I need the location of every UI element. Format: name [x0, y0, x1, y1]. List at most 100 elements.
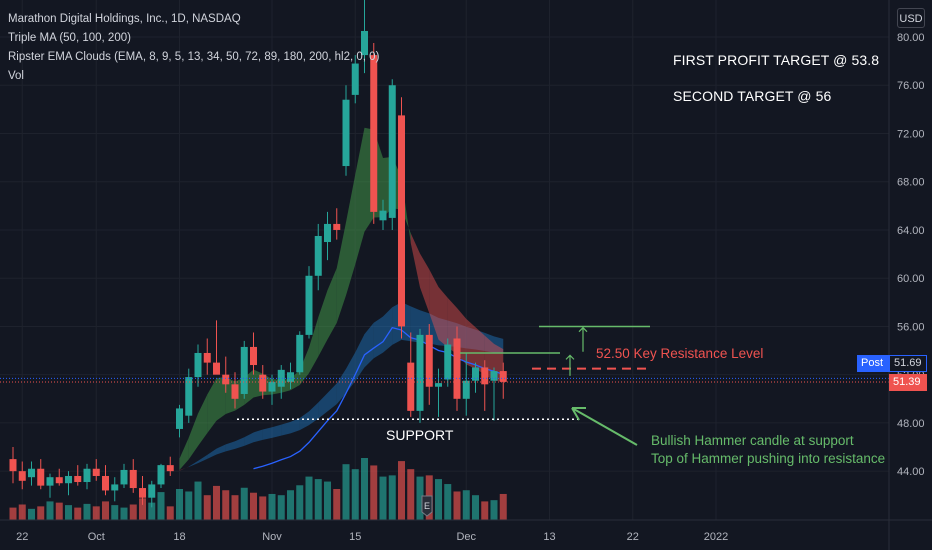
candle-body	[222, 374, 230, 385]
ema-cloud-fast	[327, 268, 337, 340]
candle-body	[213, 362, 220, 375]
ema-cloud-fast	[318, 290, 328, 357]
candle-body	[379, 210, 387, 221]
candle-body	[472, 367, 479, 381]
candle-body	[231, 384, 239, 399]
volume-bar	[342, 464, 350, 520]
resistance-arrow-icon	[565, 354, 575, 376]
candle-body	[462, 380, 470, 399]
ema-cloud-slow	[494, 336, 504, 354]
ema-cloud-fast	[179, 437, 189, 470]
volume-bar	[37, 506, 45, 520]
candle-body	[305, 275, 313, 335]
volume-bar	[222, 490, 230, 520]
candle-body	[65, 475, 72, 484]
ema-cloud-fast	[438, 287, 448, 348]
candle-body	[157, 465, 165, 485]
candle-body	[416, 334, 424, 411]
ema-cloud-slow	[438, 317, 448, 347]
x-tick-label: 15	[349, 531, 361, 543]
hammer-annotation: Bullish Hammer candle at support Top of …	[651, 432, 885, 468]
ema-cloud-slow	[309, 402, 319, 426]
ema-cloud-slow	[225, 441, 235, 452]
volume-bar	[9, 507, 17, 520]
ema-cloud-slow	[253, 429, 263, 443]
candle-body	[342, 99, 350, 167]
y-tick-label: 68.00	[897, 177, 925, 189]
volume-bar	[157, 492, 165, 520]
volume-bar	[203, 495, 211, 520]
volume-bar	[361, 458, 368, 520]
y-tick-label: 72.00	[897, 128, 925, 140]
price-axis-panel	[889, 0, 932, 550]
target-arrow-icon	[578, 326, 588, 352]
volume-bar	[277, 495, 285, 520]
ema-cloud-fast	[401, 177, 411, 244]
candle-body	[139, 488, 146, 498]
volume-bar	[92, 506, 100, 520]
volume-bar	[490, 500, 498, 520]
ema-cloud-slow	[299, 411, 309, 431]
volume-bar	[296, 485, 304, 520]
volume-bar	[74, 507, 82, 520]
candle-body	[277, 369, 285, 387]
ema-cloud-slow	[383, 307, 393, 353]
candle-body	[55, 477, 63, 484]
volume-bar	[416, 476, 424, 520]
hammer-annotation-line1: Bullish Hammer candle at support	[651, 433, 854, 448]
ema-cloud-slow	[198, 454, 208, 464]
candle-body	[314, 235, 322, 276]
ema-cloud-slow	[188, 460, 198, 468]
y-tick-label: 76.00	[897, 80, 925, 92]
x-tick-label: 22	[627, 531, 639, 543]
volume-bar	[453, 491, 461, 520]
candle-body	[74, 475, 82, 483]
candle-body	[250, 346, 257, 366]
volume-bar	[83, 503, 91, 520]
volume-bar	[18, 504, 26, 520]
ema-cloud-slow	[364, 322, 374, 368]
candle-body	[166, 465, 174, 472]
volume-bar	[111, 505, 119, 520]
last-price-tag: 51.39	[889, 374, 927, 391]
candle-body	[407, 362, 415, 411]
ema-cloud-slow	[262, 427, 272, 440]
volume-bar	[351, 469, 359, 520]
volume-bar	[398, 461, 405, 520]
ema-cloud-slow	[373, 316, 383, 359]
y-tick-label: 60.00	[897, 273, 925, 285]
ema-cloud-slow	[346, 352, 356, 394]
volume-bar	[499, 493, 507, 520]
volume-bar	[324, 481, 331, 520]
ema-cloud-fast	[346, 174, 356, 296]
candle-body	[83, 468, 91, 483]
candle-body	[18, 471, 26, 481]
indicator-volume[interactable]: Vol	[8, 70, 24, 82]
ema-cloud-fast	[188, 413, 198, 460]
ema-cloud-fast	[466, 318, 476, 369]
volume-bar	[185, 491, 193, 520]
volume-bar	[139, 498, 146, 520]
volume-bar	[55, 502, 63, 520]
indicator-ema-clouds[interactable]: Ripster EMA Clouds (EMA, 8, 9, 5, 13, 34…	[8, 51, 380, 63]
volume-bar	[28, 508, 35, 520]
ema-cloud-slow	[244, 432, 254, 446]
candle-body	[28, 468, 35, 478]
volume-bar	[370, 465, 378, 520]
y-tick-label: 80.00	[897, 32, 925, 44]
candle-body	[102, 475, 109, 491]
indicator-triple-ma[interactable]: Triple MA (50, 100, 200)	[8, 32, 131, 44]
ema-cloud-fast	[198, 394, 208, 446]
candle-body	[333, 223, 341, 230]
symbol-title[interactable]: Marathon Digital Holdings, Inc., 1D, NAS…	[8, 13, 241, 25]
candle-body	[324, 223, 331, 243]
candle-body	[287, 372, 294, 382]
volume-bar	[166, 506, 174, 520]
ema-cloud-slow	[235, 437, 245, 449]
currency-button[interactable]: USD	[897, 8, 925, 28]
candle-body	[388, 85, 396, 218]
ema-cloud-fast	[216, 376, 226, 421]
ema-cloud-fast	[290, 370, 300, 391]
candle-body	[425, 334, 433, 387]
